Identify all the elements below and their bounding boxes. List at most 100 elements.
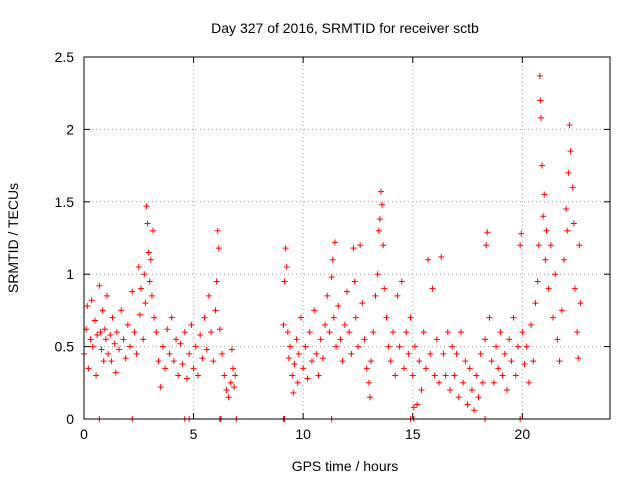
data-point <box>179 360 186 367</box>
data-point <box>381 285 388 292</box>
data-point <box>228 346 235 353</box>
data-point <box>212 307 219 314</box>
data-point <box>556 358 563 365</box>
data-point <box>324 292 331 299</box>
data-point <box>108 358 115 365</box>
data-point <box>537 114 544 121</box>
data-point <box>523 343 530 350</box>
data-point <box>135 263 142 270</box>
data-point <box>311 307 318 314</box>
data-point <box>350 245 357 252</box>
x-tick-label: 20 <box>515 426 531 442</box>
data-point <box>566 122 573 129</box>
data-point <box>297 314 304 321</box>
data-point <box>221 372 228 379</box>
data-point <box>514 343 521 350</box>
data-point <box>329 256 336 263</box>
chart-title: Day 327 of 2016, SRMTID for receiver sct… <box>211 20 479 36</box>
data-point <box>370 329 377 336</box>
data-point <box>223 387 230 394</box>
data-point <box>164 326 171 333</box>
data-point <box>131 329 138 336</box>
data-point <box>383 314 390 321</box>
data-point <box>284 329 291 336</box>
data-point <box>436 379 443 386</box>
data-point <box>532 300 539 307</box>
data-point <box>141 271 148 278</box>
data-point <box>449 343 456 350</box>
data-point <box>194 372 201 379</box>
data-point <box>539 162 546 169</box>
data-point <box>510 314 517 321</box>
data-point <box>545 285 552 292</box>
data-point <box>147 256 154 263</box>
data-point <box>104 292 111 299</box>
data-point <box>352 314 359 321</box>
data-point <box>506 336 513 343</box>
data-point <box>89 343 96 350</box>
data-point <box>521 360 528 367</box>
data-point <box>102 336 109 343</box>
data-point <box>418 387 425 394</box>
data-point <box>508 358 515 365</box>
data-point <box>302 343 309 350</box>
data-point <box>133 350 140 357</box>
data-point <box>192 343 199 350</box>
data-point <box>313 350 320 357</box>
data-point <box>88 297 95 304</box>
data-point <box>564 227 571 234</box>
data-point <box>339 358 346 365</box>
data-point <box>111 340 118 347</box>
data-point <box>230 365 237 372</box>
data-point <box>483 242 490 249</box>
data-point <box>143 203 150 210</box>
data-point <box>560 256 567 263</box>
y-tick-label: 1 <box>66 266 74 282</box>
data-point <box>567 148 574 155</box>
data-point <box>367 394 374 401</box>
data-point <box>210 358 217 365</box>
data-point <box>482 336 489 343</box>
data-point <box>495 365 502 372</box>
data-point <box>569 184 576 191</box>
data-point <box>97 329 104 336</box>
data-point <box>576 242 583 249</box>
y-tick-label: 0.5 <box>55 339 75 355</box>
data-point <box>484 229 491 236</box>
y-tick-label: 1.5 <box>55 194 75 210</box>
data-point <box>534 278 541 285</box>
data-point <box>558 307 565 314</box>
data-point <box>466 365 473 372</box>
data-point <box>335 303 342 310</box>
data-point <box>166 350 173 357</box>
data-point <box>403 329 410 336</box>
data-point <box>216 326 223 333</box>
data-point <box>319 355 326 362</box>
data-point <box>528 321 535 328</box>
data-point <box>540 213 547 220</box>
data-point <box>468 387 475 394</box>
data-point <box>392 372 399 379</box>
data-point <box>283 263 290 270</box>
data-point <box>322 321 329 328</box>
data-point <box>563 206 570 213</box>
data-point <box>146 278 153 285</box>
data-point <box>377 188 384 195</box>
data-point <box>136 311 143 318</box>
data-point <box>289 372 296 379</box>
data-point <box>574 329 581 336</box>
data-point <box>295 350 302 357</box>
data-point <box>525 379 532 386</box>
data-point <box>348 350 355 357</box>
data-point <box>99 307 106 314</box>
data-point <box>201 314 208 321</box>
data-point <box>308 358 315 365</box>
data-point <box>175 372 182 379</box>
data-point <box>425 256 432 263</box>
data-point <box>306 329 313 336</box>
data-point <box>396 343 403 350</box>
data-point <box>518 230 525 237</box>
data-point <box>184 375 191 382</box>
data-point <box>473 372 480 379</box>
